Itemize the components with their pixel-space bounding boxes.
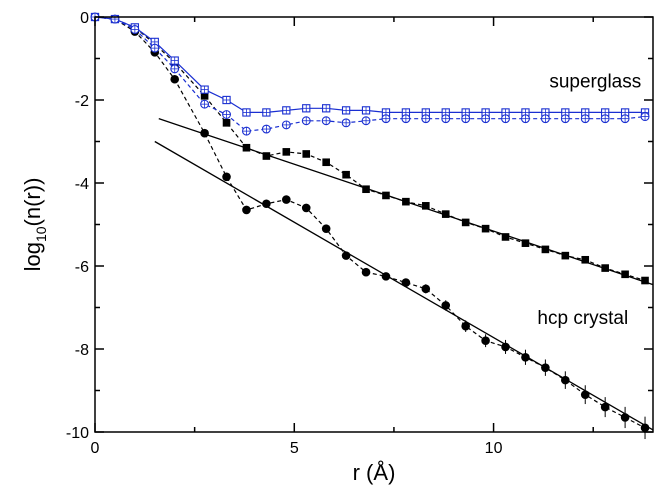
y-tick-label: 0 <box>80 10 89 27</box>
data-point-black-square-filled-dashed <box>581 256 589 264</box>
data-point-black-circle-filled-dashed <box>501 343 510 352</box>
data-point-black-circle-filled-dashed <box>170 75 179 84</box>
data-point-black-circle-filled-dashed <box>200 129 209 138</box>
data-point-black-square-filled-dashed <box>641 277 649 285</box>
data-point-black-circle-filled-dashed <box>262 199 271 208</box>
y-axis-label-end: (n(r)) <box>20 178 45 227</box>
x-axis-label-unit: Å <box>373 460 388 485</box>
data-point-black-circle-filled-dashed <box>541 363 550 372</box>
data-point-black-square-filled-dashed <box>322 158 330 166</box>
data-point-black-circle-filled-dashed <box>481 336 490 345</box>
data-point-black-circle-filled-dashed <box>641 424 650 433</box>
data-point-black-circle-filled-dashed <box>422 285 431 294</box>
data-point-black-circle-filled-dashed <box>302 204 311 213</box>
data-point-black-square-filled-dashed <box>342 171 350 179</box>
data-point-black-square-filled-dashed <box>601 264 609 272</box>
data-point-black-circle-filled-dashed <box>282 195 291 204</box>
data-point-black-square-filled-dashed <box>442 210 450 218</box>
y-axis-label-subscript: 10 <box>33 226 49 242</box>
data-point-black-circle-filled-dashed <box>402 278 411 287</box>
data-point-black-circle-filled-dashed <box>461 322 470 331</box>
data-point-black-circle-filled-dashed <box>322 224 331 233</box>
data-point-black-square-filled-dashed <box>462 219 470 227</box>
x-axis-label: r (Å) <box>353 460 396 485</box>
data-point-black-circle-filled-dashed <box>242 206 251 215</box>
data-point-black-square-filled-dashed <box>243 144 251 152</box>
data-point-black-circle-filled-dashed <box>441 301 450 310</box>
y-axis-label: log10(n(r)) <box>20 178 49 272</box>
data-point-black-square-filled-dashed <box>223 119 231 127</box>
data-point-black-square-filled-dashed <box>502 233 510 241</box>
data-point-black-square-filled-dashed <box>562 252 570 260</box>
annotation-superglass: superglass <box>549 72 641 93</box>
data-point-black-square-filled-dashed <box>402 198 410 206</box>
x-tick-label: 0 <box>91 440 100 457</box>
y-tick-label: -10 <box>66 425 89 442</box>
data-point-black-circle-filled-dashed <box>581 390 590 399</box>
y-axis-label-main: log <box>20 242 45 271</box>
data-point-black-circle-filled-dashed <box>561 376 570 385</box>
x-axis-label-end: ) <box>388 460 395 485</box>
data-point-black-circle-filled-dashed <box>222 172 231 181</box>
data-point-black-circle-filled-dashed <box>362 268 371 277</box>
x-tick-label: 10 <box>485 440 503 457</box>
y-tick-label: -2 <box>75 93 89 110</box>
x-tick-label: 5 <box>290 440 299 457</box>
data-point-black-circle-filled-dashed <box>601 403 610 412</box>
data-point-black-square-filled-dashed <box>542 246 550 254</box>
y-tick-label: -6 <box>75 259 89 276</box>
data-point-black-circle-filled-dashed <box>621 413 630 422</box>
annotation-hcp-crystal: hcp crystal <box>537 308 628 329</box>
data-point-black-circle-filled-dashed <box>382 272 391 281</box>
data-point-black-square-filled-dashed <box>422 202 430 210</box>
data-point-black-square-filled-dashed <box>283 148 291 156</box>
x-axis-label-main: r ( <box>353 460 374 485</box>
data-point-black-circle-filled-dashed <box>521 353 530 362</box>
data-point-black-square-filled-dashed <box>382 192 390 200</box>
data-point-black-square-filled-dashed <box>263 152 271 160</box>
data-point-black-square-filled-dashed <box>522 239 530 247</box>
data-point-black-circle-filled-dashed <box>342 251 351 260</box>
data-point-black-square-filled-dashed <box>362 185 370 193</box>
y-tick-label: -4 <box>75 176 89 193</box>
data-point-black-square-filled-dashed <box>482 225 490 233</box>
y-tick-label: -8 <box>75 342 89 359</box>
data-point-black-square-filled-dashed <box>302 150 310 158</box>
data-point-black-square-filled-dashed <box>621 271 629 279</box>
